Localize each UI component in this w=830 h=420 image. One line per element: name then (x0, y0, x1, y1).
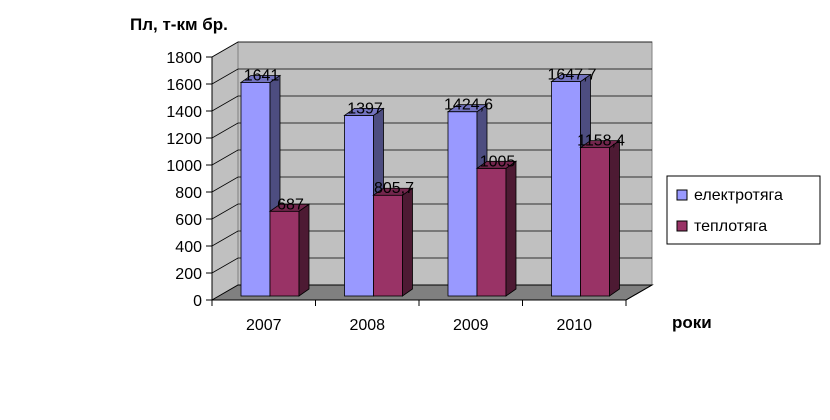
gridline (211, 41, 652, 58)
bar-top (446, 104, 489, 113)
y-tick-label: 1400 (166, 104, 202, 121)
y-tick-label: 1200 (166, 131, 202, 148)
bar (269, 210, 300, 297)
x-tick-label: 2008 (349, 317, 385, 334)
data-label: 1641 (244, 67, 280, 84)
data-label: 687 (277, 196, 304, 213)
bar-top (239, 75, 282, 83)
bar-side (505, 160, 517, 297)
bar-side (609, 139, 620, 297)
y-tick-label: 1800 (166, 50, 202, 67)
bar (551, 81, 581, 297)
gridline (211, 68, 652, 85)
bar-top (550, 74, 592, 82)
legend-swatch (676, 220, 688, 232)
legend-swatch (676, 189, 688, 201)
bar (580, 147, 610, 297)
bars (239, 73, 621, 297)
y-tick-label: 0 (193, 293, 202, 310)
data-label: 805,7 (374, 180, 414, 197)
bar-side (298, 203, 310, 297)
bar (373, 194, 403, 297)
y-tick-label: 400 (175, 239, 202, 256)
y-tick-label: 800 (175, 185, 202, 202)
bar-top (475, 160, 518, 169)
bar (447, 111, 478, 297)
legend-box (666, 175, 821, 245)
y-axis-label: Пл, т-км бр. (130, 15, 228, 34)
y-tick-label: 200 (175, 266, 202, 283)
legend-entry: теплотяга (694, 218, 767, 235)
y-tick-label: 600 (175, 212, 202, 229)
data-label: 1397 (347, 100, 383, 117)
data-labels: 1641 687 1397 805,7 1424,6 1005 1647,7 1158,4 (244, 67, 625, 214)
bar (476, 167, 507, 297)
bar-top (268, 203, 311, 212)
legend: електротяга теплотяга (666, 175, 821, 245)
gridline (211, 95, 652, 112)
x-tick-label: 2007 (246, 317, 282, 334)
data-label: 1005 (480, 153, 516, 170)
y-tick-label: 1600 (166, 77, 202, 94)
data-label: 1424,6 (444, 97, 493, 114)
axes: 0 200 400 600 800 1000 1200 1400 1600 1800 2007 200… (166, 50, 653, 334)
bar (240, 82, 271, 297)
bar-top (372, 187, 414, 196)
gridline (211, 149, 652, 166)
data-label: 1647,7 (548, 67, 597, 84)
y-tick-label: 1000 (166, 158, 202, 175)
side-wall (211, 41, 239, 301)
x-tick-label: 2010 (556, 317, 592, 334)
floor-edge (625, 284, 653, 301)
gridline (211, 122, 652, 139)
data-label: 1158,4 (577, 133, 625, 150)
bar-top (579, 140, 621, 149)
legend-entry: електротяга (694, 187, 783, 204)
x-tick-label: 2009 (453, 317, 489, 334)
bar (344, 115, 374, 297)
bar-top (343, 108, 385, 116)
bar-side (402, 187, 413, 297)
x-axis-label: роки (672, 313, 712, 332)
